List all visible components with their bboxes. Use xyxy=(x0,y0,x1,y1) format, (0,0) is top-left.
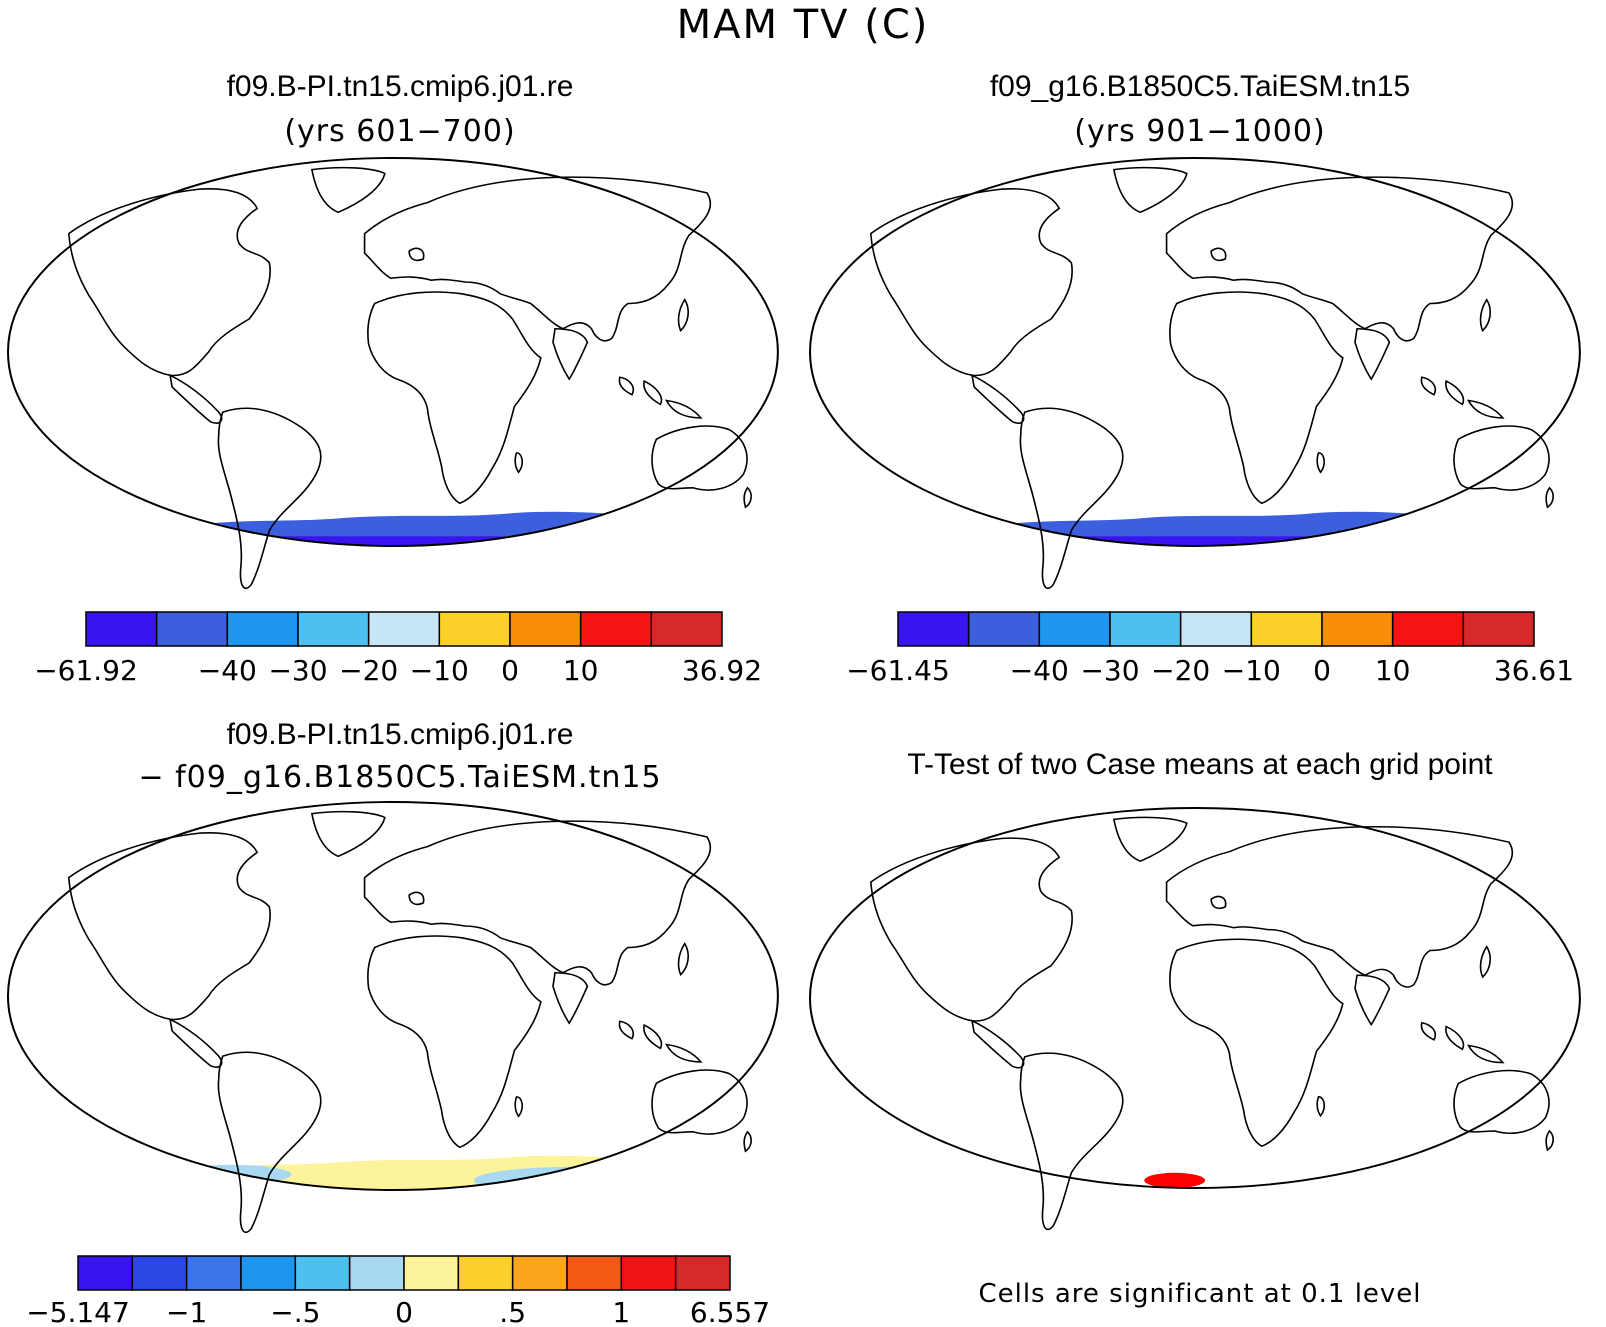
panel-title-top-left: f09.B-PI.tn15.cmip6.j01.re xyxy=(226,70,574,103)
colorbar-tick-label: 1 xyxy=(612,1296,630,1327)
colorbar-tick-label: −10 xyxy=(410,654,469,687)
colorbar-swatch xyxy=(579,611,653,647)
colorbar-tick-label: −1 xyxy=(166,1296,207,1327)
colorbar-swatch xyxy=(185,1255,242,1291)
colorbar-swatch xyxy=(77,1255,134,1291)
colorbar-tick-label: 6.557 xyxy=(690,1296,770,1327)
colorbar-swatch xyxy=(297,611,370,647)
colorbar-tick-label: 10 xyxy=(1375,654,1411,687)
panel-subtitle-bottom-left: − f09_g16.B1850C5.TaiESM.tn15 xyxy=(138,760,662,795)
colorbar-tick-label: −40 xyxy=(1010,654,1069,687)
colorbar-swatch xyxy=(457,1255,514,1291)
colorbar-swatch xyxy=(511,1255,568,1291)
panel-title-bottom-left: f09.B-PI.tn15.cmip6.j01.re xyxy=(226,718,574,751)
colorbar-swatch xyxy=(1462,611,1535,647)
colorbar-swatch xyxy=(155,611,229,647)
panel-title-top-right: f09_g16.B1850C5.TaiESM.tn15 xyxy=(989,70,1411,103)
colorbar-swatch xyxy=(85,611,158,647)
colorbar-tick-label: −10 xyxy=(1222,654,1281,687)
figure-title: MAM TV (C) xyxy=(676,2,930,48)
map-bottom-right xyxy=(808,807,1581,1229)
colorbar-tick-label: −30 xyxy=(268,654,327,687)
colorbar-swatch xyxy=(674,1255,731,1291)
colorbar-swatch xyxy=(1250,611,1323,647)
colorbar-tick-label: −.5 xyxy=(270,1296,320,1327)
colorbar-swatch xyxy=(131,1255,188,1291)
colorbar-tick-label: 36.92 xyxy=(682,654,762,687)
colorbar-swatch xyxy=(566,1255,623,1291)
colorbar-bottom-left: −5.147 −1 −.5 0 .5 1 6.557 xyxy=(26,1255,770,1327)
colorbar-tick-label: .5 xyxy=(499,1296,526,1327)
significance-note: Cells are significant at 0.1 level xyxy=(978,1279,1422,1309)
colorbar-tick-label: 0 xyxy=(395,1296,413,1327)
colorbar-swatch xyxy=(1391,611,1465,647)
colorbar-top-right: −61.45 −40 −30 −20 −10 0 10 36.61 xyxy=(846,611,1574,687)
colorbar-swatch xyxy=(226,611,299,647)
panel-subtitle-top-left: (yrs 601−700) xyxy=(284,114,516,149)
colorbar-tick-label: −40 xyxy=(198,654,257,687)
colorbar-tick-label: −5.147 xyxy=(26,1296,130,1327)
colorbar-swatch xyxy=(650,611,723,647)
colorbar-tick-label: 0 xyxy=(501,654,519,687)
colorbar-tick-label: −20 xyxy=(1151,654,1210,687)
colorbar-tick-label: 0 xyxy=(1313,654,1331,687)
panel-title-bottom-right: T-Test of two Case means at each grid po… xyxy=(907,748,1493,781)
colorbar-tick-label: −20 xyxy=(339,654,398,687)
colorbar-swatch xyxy=(1109,611,1182,647)
colorbar-swatch xyxy=(240,1255,297,1291)
colorbar-swatch xyxy=(438,611,511,647)
map-top-right xyxy=(808,157,1581,662)
colorbar-top-left: −61.92 −40 −30 −20 −10 0 10 36.92 xyxy=(34,611,762,687)
colorbar-tick-label: 10 xyxy=(563,654,599,687)
colorbar-tick-label: −61.45 xyxy=(846,654,950,687)
colorbar-swatch xyxy=(509,611,582,647)
colorbar-swatch xyxy=(897,611,970,647)
colorbar-swatch xyxy=(403,1255,460,1291)
colorbar-swatch xyxy=(620,1255,677,1291)
colorbar-tick-label: −30 xyxy=(1080,654,1139,687)
panel-subtitle-top-right: (yrs 901−1000) xyxy=(1074,114,1326,149)
map-bottom-left xyxy=(6,801,779,1232)
colorbar-tick-label: 36.61 xyxy=(1494,654,1574,687)
map-top-left xyxy=(6,157,779,662)
colorbar-swatch xyxy=(348,1255,405,1291)
colorbar-swatch xyxy=(1179,611,1253,647)
colorbar-swatch xyxy=(1321,611,1394,647)
colorbar-swatch xyxy=(967,611,1041,647)
colorbar-swatch xyxy=(367,611,441,647)
colorbar-swatch xyxy=(294,1255,351,1291)
colorbar-swatch xyxy=(1038,611,1111,647)
colorbar-tick-label: −61.92 xyxy=(34,654,138,687)
